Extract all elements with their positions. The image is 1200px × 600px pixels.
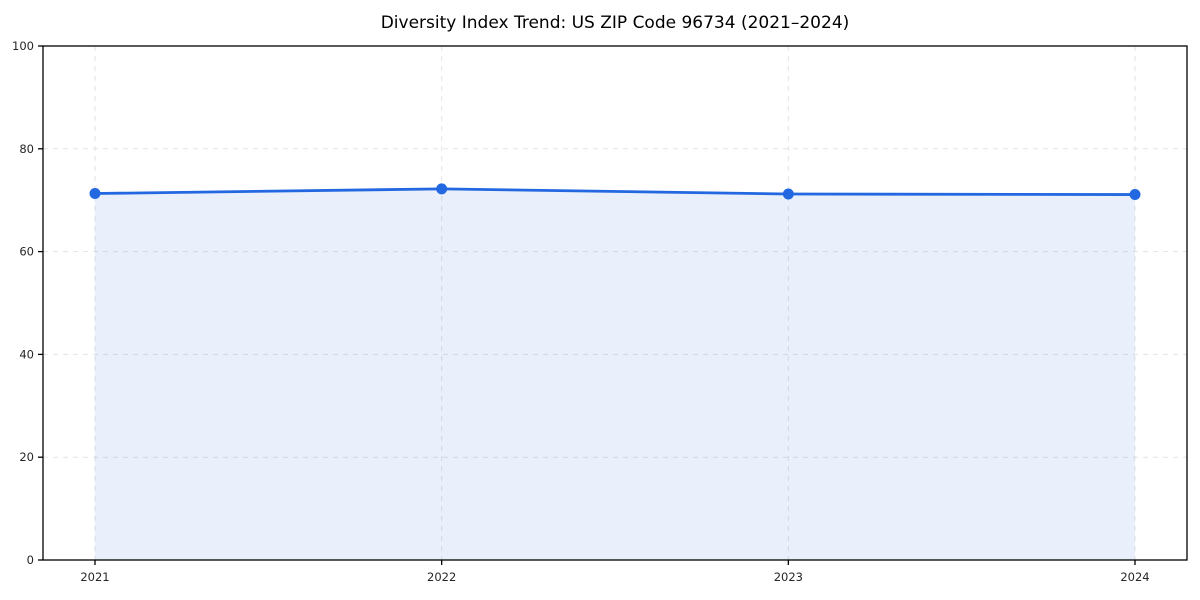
data-point xyxy=(89,188,101,200)
area-fill xyxy=(95,188,1135,560)
y-tick-label: 60 xyxy=(19,245,34,259)
trend-line xyxy=(93,187,1137,196)
x-tick-label: 2021 xyxy=(80,570,109,584)
x-tick-label: 2022 xyxy=(427,570,456,584)
x-tick-label: 2023 xyxy=(774,570,803,584)
tick-marks xyxy=(38,45,1136,565)
y-tick-label: 0 xyxy=(27,553,34,567)
y-tick-label: 80 xyxy=(19,142,34,156)
chart-title: Diversity Index Trend: US ZIP Code 96734… xyxy=(380,13,850,33)
grid-layer xyxy=(43,46,1187,560)
y-tick-label: 20 xyxy=(19,450,34,464)
data-point xyxy=(1129,189,1141,201)
plot-border xyxy=(42,45,1188,561)
tick-labels: 0 20 40 60 80 100 2021 2022 2023 2024 xyxy=(12,39,1150,584)
x-tick-label: 2024 xyxy=(1120,570,1149,584)
y-tick-label: 100 xyxy=(12,39,34,53)
y-tick-label: 40 xyxy=(19,347,34,361)
data-point xyxy=(436,183,448,195)
data-point xyxy=(782,188,794,200)
